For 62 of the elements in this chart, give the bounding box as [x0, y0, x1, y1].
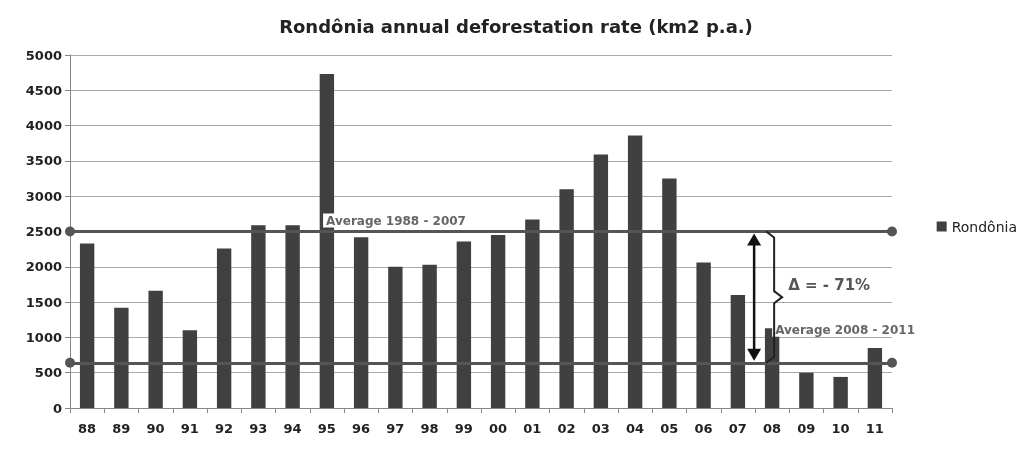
bar: [490, 235, 506, 408]
x-tick-label: 05: [660, 421, 679, 436]
x-tick-label: 07: [728, 421, 747, 436]
bar: [799, 372, 814, 408]
bar: [730, 295, 746, 408]
y-tick-label: 4000: [25, 118, 62, 134]
x-tick-label: 08: [763, 421, 782, 436]
x-tick-label: 93: [249, 421, 268, 436]
bar: [285, 225, 300, 408]
y-tick-label: 4500: [25, 82, 62, 98]
x-tick-label: 02: [557, 421, 576, 436]
x-tick-label: 06: [694, 421, 713, 436]
x-tick-label: 96: [352, 421, 371, 436]
y-tick-label: 0: [52, 400, 62, 416]
bar: [182, 330, 198, 408]
y-tick-label: 500: [34, 365, 62, 381]
bar: [114, 307, 129, 408]
x-tick-label: 94: [283, 421, 302, 436]
bar: [251, 225, 266, 408]
bar: [456, 241, 472, 408]
bar: [867, 347, 883, 408]
y-tick-label: 1500: [25, 294, 62, 310]
bar: [559, 189, 574, 408]
x-tick-label: 99: [454, 421, 473, 436]
y-tick-label: 2000: [25, 259, 62, 275]
bar: [216, 248, 232, 408]
x-tick-label: 95: [317, 421, 336, 436]
bar: [662, 178, 677, 408]
bar: [148, 290, 163, 408]
bar: [833, 376, 848, 408]
bar: [353, 237, 369, 408]
x-tick-label: 00: [489, 421, 508, 436]
x-tick-label: 09: [797, 421, 816, 436]
bar: [388, 266, 403, 408]
x-tick-label: 89: [112, 421, 131, 436]
bar: [422, 264, 437, 408]
x-tick-label: 11: [865, 421, 884, 436]
x-tick-label: 92: [215, 421, 234, 436]
bar: [593, 154, 609, 408]
y-tick-label: 3500: [25, 153, 62, 169]
y-tick-label: 3000: [25, 188, 62, 204]
annotation: Δ = - 71%: [788, 275, 871, 294]
x-tick-label: 97: [386, 421, 405, 436]
x-tick-label: 88: [78, 421, 97, 436]
legend-label: Rondônia: [951, 218, 1018, 235]
ref-line-label: Average 1988 - 2007: [326, 213, 466, 228]
ref-line-label: Average 2008 - 2011: [775, 322, 915, 337]
bar: [696, 262, 711, 408]
x-tick-label: 90: [146, 421, 165, 436]
x-tick-label: 91: [180, 421, 199, 436]
y-tick-label: 2500: [25, 224, 62, 239]
x-tick-label: 10: [831, 421, 850, 436]
bar: [525, 219, 540, 408]
x-tick-label: 98: [420, 421, 439, 436]
bar: [627, 135, 643, 408]
y-tick-label: 5000: [25, 47, 62, 63]
y-tick-label: 1000: [25, 329, 62, 345]
chart-title: Rondônia annual deforestation rate (km2 p.a.): [279, 15, 753, 37]
x-tick-label: 01: [523, 421, 542, 436]
x-tick-label: 03: [591, 421, 610, 436]
x-tick-label: 04: [626, 421, 645, 436]
bar: [79, 243, 95, 408]
